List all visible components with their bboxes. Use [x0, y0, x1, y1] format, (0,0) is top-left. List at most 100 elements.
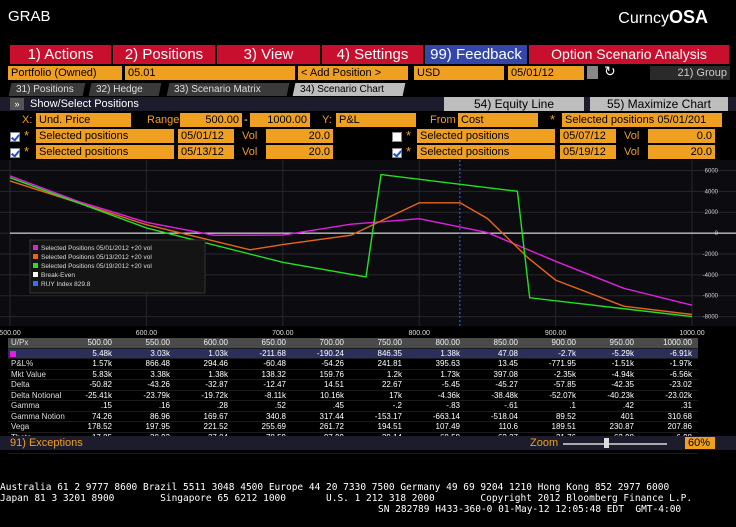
- table-cell: 1.57k: [92, 359, 112, 368]
- range-from[interactable]: 500.00: [180, 113, 242, 127]
- tab-label: 31) Positions: [16, 84, 74, 95]
- scenario-date[interactable]: 05/19/12: [560, 145, 616, 159]
- table-cell: 197.95: [145, 422, 170, 431]
- y-tick-label: -8000: [703, 315, 719, 321]
- scenario-vol[interactable]: 20.0: [266, 145, 333, 159]
- table-cell: -.83: [446, 401, 460, 410]
- scenario-positions[interactable]: Selected positions: [36, 145, 174, 159]
- function-code: OSA: [668, 7, 708, 27]
- table-cell: 395.63: [435, 359, 460, 368]
- menu-item[interactable]: 3) View: [217, 45, 320, 64]
- scenario-date[interactable]: 05/01/12: [178, 129, 234, 143]
- table-cell: -32.87: [205, 380, 228, 389]
- footer-line: SN 282789 H433-360-0 01-May-12 12:05:48 …: [378, 504, 682, 515]
- zoom-thumb[interactable]: [604, 438, 609, 448]
- tab[interactable]: 31) Positions: [8, 83, 86, 96]
- row-label: Delta Notional: [11, 390, 62, 400]
- table-cell: 194.51: [377, 422, 402, 431]
- table-row: Gamma Notion 74.26 86.96 169.67 340.8 317.44 -…: [8, 411, 698, 422]
- row-label: Delta: [11, 380, 30, 389]
- maximize-button[interactable]: 55) Maximize Chart: [590, 97, 728, 111]
- scenario-positions[interactable]: Selected positions: [417, 129, 555, 143]
- tab[interactable]: 33) Scenario Matrix: [166, 83, 290, 96]
- table-cell: -42.35: [611, 380, 634, 389]
- vol-label: Vol: [624, 146, 640, 158]
- table-cell: .52: [274, 401, 286, 410]
- checkbox[interactable]: [10, 148, 20, 158]
- table-cell: .31: [680, 401, 692, 410]
- group-button[interactable]: 21) Group: [650, 66, 730, 80]
- scenario-vol[interactable]: 20.0: [266, 129, 333, 143]
- zoom-slider[interactable]: [563, 443, 667, 445]
- table-cell: 310.68: [667, 411, 692, 421]
- table-cell: -25.41k: [85, 390, 112, 400]
- table-row: P&L% 1.57k 866.48 294.46 -60.48 -54.26 241.81 3…: [8, 359, 698, 370]
- table-row: Delta Notional -25.41k -23.79k -19.72k -8.11…: [8, 390, 698, 401]
- menu-item[interactable]: 1) Actions: [10, 45, 111, 64]
- legend-swatch: [33, 272, 38, 277]
- header-cell: 1000.00: [663, 338, 692, 347]
- table-cell: -23.02: [669, 380, 692, 389]
- calendar-icon[interactable]: [587, 66, 598, 79]
- range-label: Range: [147, 114, 180, 126]
- row-label: Gamma Notion: [11, 411, 65, 421]
- as-of-date[interactable]: 05/01/12: [508, 66, 584, 80]
- table-cell: 138.32: [261, 369, 286, 379]
- scenario-vol[interactable]: 20.0: [648, 145, 715, 159]
- scenario-vol[interactable]: 0.0: [648, 129, 715, 143]
- collapse-icon[interactable]: »: [10, 98, 24, 110]
- scenario-date[interactable]: 05/07/12: [560, 129, 616, 143]
- equity-line-button[interactable]: 54) Equity Line: [444, 97, 584, 111]
- x-label: X:: [22, 114, 33, 126]
- table-cell: 221.52: [203, 422, 228, 431]
- portfolio-select[interactable]: Portfolio (Owned): [8, 66, 122, 80]
- scenario-positions[interactable]: Selected positions: [36, 129, 174, 143]
- asterisk-icon: *: [24, 144, 30, 159]
- currency[interactable]: USD: [414, 66, 504, 80]
- feedback-button[interactable]: 99) Feedback: [425, 45, 527, 64]
- add-position[interactable]: < Add Position >: [298, 66, 408, 80]
- from-field[interactable]: Cost: [458, 113, 538, 127]
- row-label: Gamma: [11, 401, 40, 410]
- vol-label: Vol: [242, 146, 258, 158]
- table-cell: -23.02k: [665, 390, 692, 400]
- range-to[interactable]: 1000.00: [250, 113, 310, 127]
- checkbox[interactable]: [392, 132, 402, 142]
- scenario-positions[interactable]: Selected positions: [417, 145, 555, 159]
- x-field[interactable]: Und. Price: [36, 113, 131, 127]
- base-scenario[interactable]: Selected positions 05/01/201: [562, 113, 722, 127]
- refresh-icon[interactable]: ↻: [604, 63, 616, 79]
- x-tick-label: 800.00: [408, 330, 430, 337]
- portfolio-id[interactable]: 05.01: [125, 66, 295, 80]
- table-cell: -6.56k: [669, 369, 692, 379]
- table-cell: 1.03k: [208, 348, 228, 358]
- legend-swatch: [33, 281, 38, 286]
- table-cell: 13.45: [497, 359, 518, 368]
- legend-swatch: [33, 254, 38, 259]
- table-cell: 5.48k: [92, 348, 112, 358]
- menu-item[interactable]: 2) Positions: [113, 45, 215, 64]
- panel-toggle[interactable]: Show/Select Positions: [30, 98, 139, 110]
- tab[interactable]: 32) Hedge: [88, 83, 162, 96]
- scenario-date[interactable]: 05/13/12: [178, 145, 234, 159]
- tab-label: 34) Scenario Chart: [300, 84, 384, 95]
- tab-active[interactable]: 34) Scenario Chart: [292, 83, 406, 96]
- y-label: Y:: [322, 114, 332, 126]
- table-cell: 47.08: [497, 348, 518, 358]
- checkbox[interactable]: [392, 148, 402, 158]
- header-cell: 950.00: [609, 338, 634, 347]
- table-cell: 866.48: [145, 359, 170, 368]
- exceptions-button[interactable]: 91) Exceptions: [10, 437, 83, 449]
- checkbox[interactable]: [10, 132, 20, 142]
- table-cell: 401: [620, 411, 634, 421]
- table-cell: -153.17: [374, 411, 402, 421]
- table-cell: 22.67: [381, 380, 402, 389]
- table-cell: -5.29k: [611, 348, 634, 358]
- footer-line: Australia 61 2 9777 8600 Brazil 5511 304…: [0, 482, 670, 493]
- y-field[interactable]: P&L: [336, 113, 416, 127]
- table-cell: .45: [332, 401, 344, 410]
- legend-label: Selected Positions 05/01/2012 +20 vol: [41, 245, 152, 252]
- table-cell: 178.52: [87, 422, 112, 431]
- menu-item[interactable]: 4) Settings: [322, 45, 423, 64]
- zoom-value[interactable]: 60%: [685, 437, 715, 449]
